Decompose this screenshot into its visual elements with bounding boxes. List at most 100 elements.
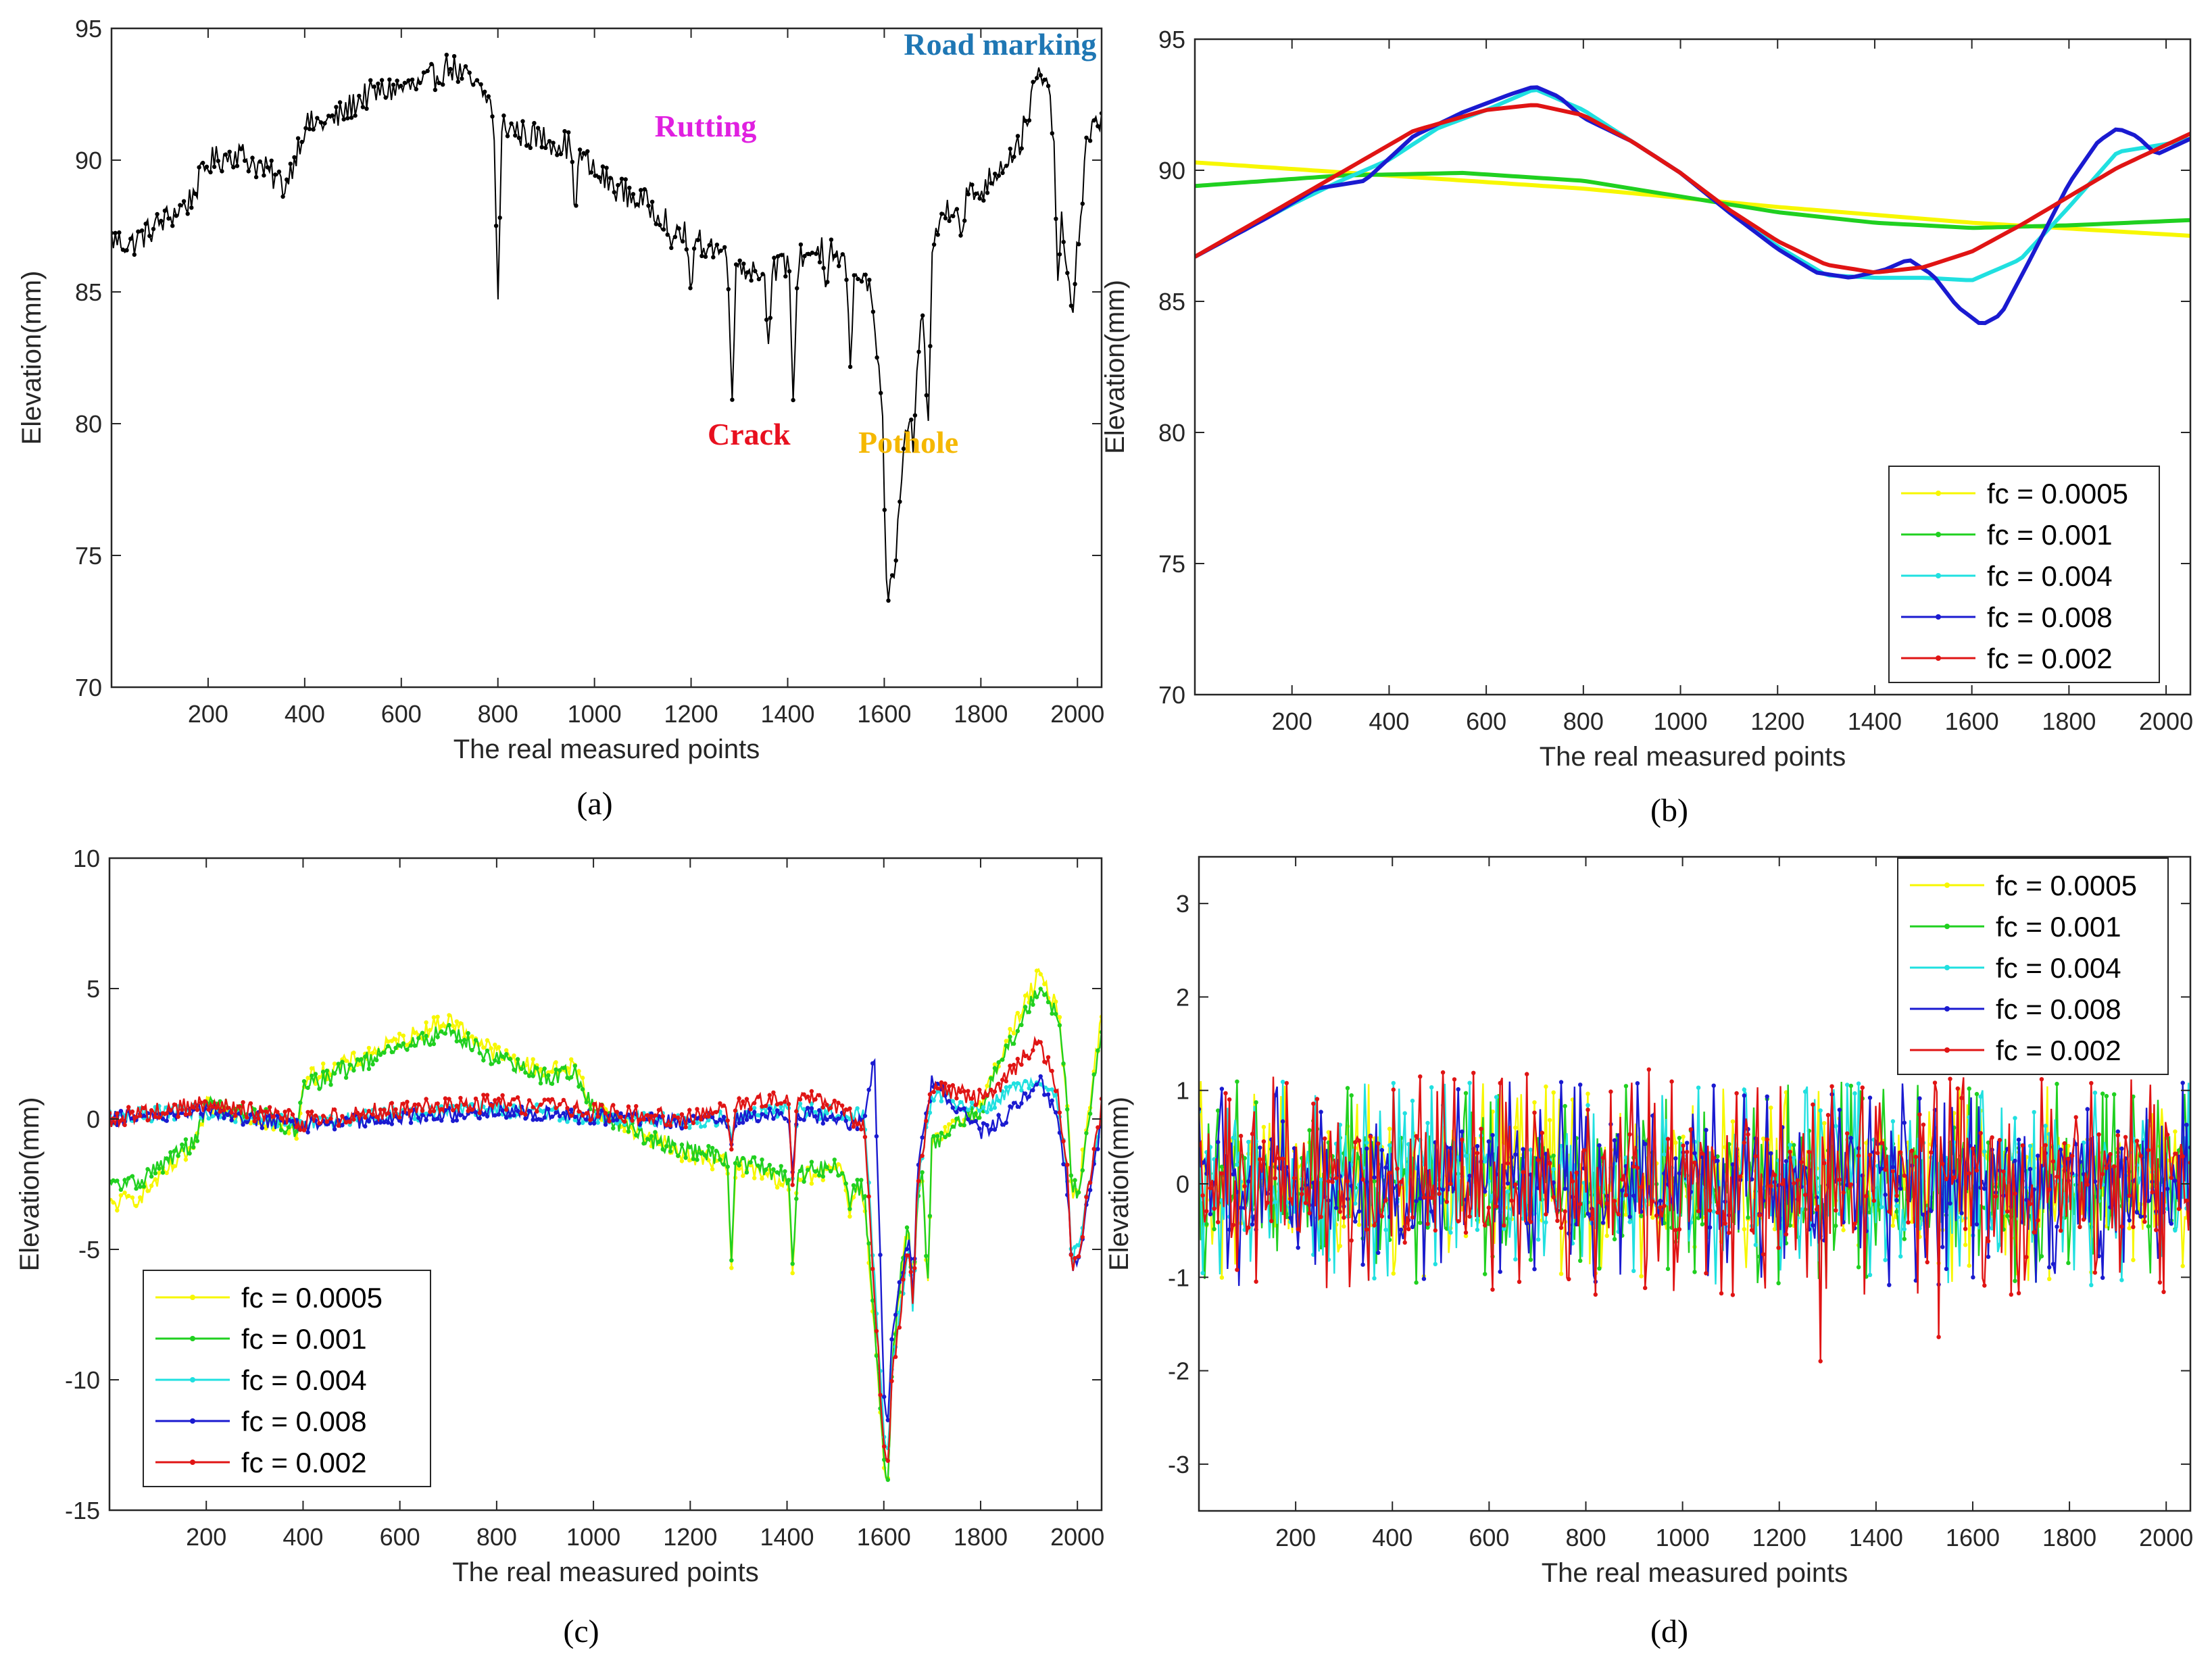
point [1356, 1222, 1362, 1227]
point [1034, 1041, 1039, 1046]
point [538, 1108, 543, 1113]
point [328, 1116, 333, 1121]
point [1513, 1257, 1518, 1262]
point [1314, 1097, 1320, 1101]
point [1677, 1227, 1682, 1232]
point [2180, 1080, 2185, 1085]
y-tick-label: 0 [87, 1105, 100, 1133]
annotation-label: Pothole [858, 425, 958, 459]
point [2016, 1137, 2021, 1142]
point [1483, 1159, 1488, 1164]
point [1421, 1195, 1427, 1200]
point [470, 1107, 474, 1112]
point [660, 1147, 665, 1152]
point [1673, 1156, 1678, 1161]
point [299, 139, 304, 145]
point [1902, 1120, 1907, 1125]
point [695, 238, 700, 243]
point [1586, 1211, 1590, 1216]
legend-marker [1944, 1047, 1950, 1053]
point [832, 1157, 837, 1162]
point [1547, 1161, 1552, 1166]
point [905, 430, 910, 435]
point [939, 1080, 944, 1085]
point [1076, 1254, 1081, 1259]
point [441, 82, 445, 87]
point [1467, 1080, 1472, 1085]
point [340, 1123, 345, 1128]
point [2119, 1278, 2124, 1282]
point [406, 78, 411, 83]
point [950, 1082, 956, 1088]
point [1073, 1178, 1077, 1182]
point [359, 1112, 364, 1117]
point [1532, 1100, 1537, 1105]
point [996, 1081, 1001, 1087]
x-tick-label: 1400 [1849, 1524, 1903, 1551]
point [1597, 1199, 1602, 1205]
point [1433, 1262, 1437, 1267]
point [817, 1108, 822, 1113]
point [741, 1173, 745, 1178]
point [962, 1123, 966, 1128]
point [714, 243, 720, 247]
point [797, 1116, 803, 1122]
point [379, 78, 385, 82]
point [783, 1116, 787, 1121]
point [1087, 1188, 1093, 1193]
point [703, 254, 708, 259]
point [969, 1120, 975, 1124]
point [1944, 1176, 1949, 1182]
point [170, 224, 175, 228]
point [1023, 1005, 1028, 1010]
point [351, 1117, 356, 1122]
point [764, 318, 769, 322]
point [1372, 1276, 1377, 1281]
point [756, 276, 762, 282]
point [496, 1060, 501, 1065]
point [947, 1122, 952, 1127]
point [273, 172, 278, 177]
point [622, 1128, 627, 1134]
x-tick-label: 800 [478, 700, 518, 728]
point [642, 187, 647, 192]
point [1802, 1089, 1808, 1094]
point [2081, 1217, 2086, 1222]
x-tick-label: 600 [381, 700, 422, 728]
point [813, 1114, 818, 1119]
point [2059, 1147, 2063, 1152]
point [143, 222, 148, 226]
point [513, 133, 518, 138]
point [1692, 1160, 1697, 1165]
legend-marker [190, 1418, 195, 1424]
point [435, 1116, 440, 1121]
point [561, 1066, 566, 1070]
point [2036, 1218, 2040, 1223]
point [149, 1183, 154, 1189]
point [969, 1100, 975, 1105]
point [1997, 1138, 2002, 1143]
point [1963, 1243, 1968, 1247]
point [958, 233, 963, 238]
point [477, 1116, 482, 1121]
point [810, 250, 815, 255]
point [714, 1110, 718, 1115]
point [2092, 1179, 2098, 1184]
point [1084, 1130, 1089, 1136]
point [939, 1099, 944, 1103]
point [1387, 1143, 1392, 1148]
point [243, 158, 247, 163]
point [174, 214, 178, 218]
point [185, 211, 190, 216]
point [992, 1089, 998, 1094]
point [870, 309, 876, 314]
point [516, 135, 522, 141]
point [2127, 1193, 2132, 1198]
point [2146, 1147, 2151, 1153]
point [328, 1119, 333, 1124]
point [1254, 1100, 1258, 1105]
point [1463, 1153, 1469, 1158]
point [580, 1087, 585, 1092]
